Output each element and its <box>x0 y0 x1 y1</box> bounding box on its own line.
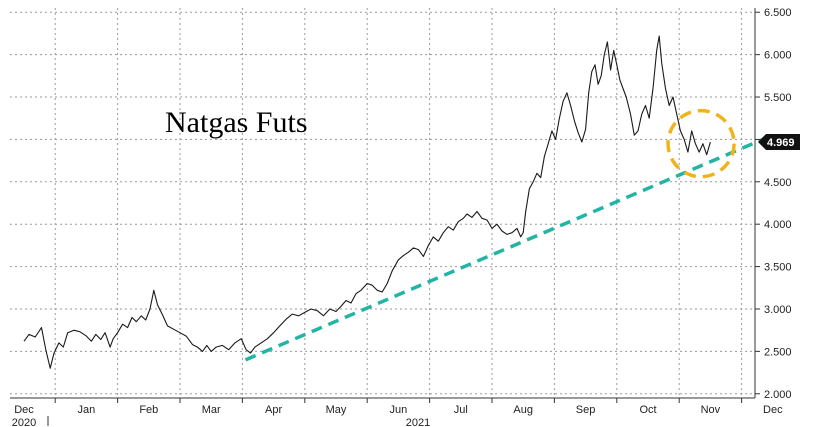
last-value-badge: 4.969 <box>758 134 800 151</box>
x-axis: Dec Jan Feb Mar Apr May Jun Jul Aug Sep Oct Nov Dec2… <box>10 397 783 427</box>
x-tick-label: Jul <box>454 404 468 416</box>
y-tick-label: 3.000 <box>764 304 792 316</box>
x-tick-label: Nov <box>701 404 721 416</box>
x-tick-label: May <box>326 404 347 416</box>
year-label: 2020 <box>12 417 36 427</box>
gridlines <box>10 8 755 398</box>
y-axis: 6.5006.0005.5005.0004.5004.0003.5003.000… <box>754 7 792 401</box>
y-tick-label: 6.000 <box>764 50 792 62</box>
y-tick-label: 2.500 <box>764 346 792 358</box>
price-series-line <box>23 35 711 369</box>
series-layer <box>23 35 711 369</box>
highlight-circle <box>666 108 736 179</box>
support-trendline <box>244 133 774 362</box>
y-tick-label: 4.500 <box>764 177 792 189</box>
x-tick-label: Aug <box>513 404 533 416</box>
highlight-layer <box>666 108 736 179</box>
y-tick-label: 5.500 <box>764 92 792 104</box>
y-tick-label: 6.500 <box>764 7 792 19</box>
x-tick-label: Dec <box>14 404 34 416</box>
x-tick-label: Jan <box>78 404 96 416</box>
chart-title: Natgas Futs <box>165 106 308 139</box>
x-tick-label: Dec <box>763 404 783 416</box>
x-tick-label: Apr <box>265 404 282 416</box>
year-label: 2021 <box>406 417 430 427</box>
trendline-layer <box>244 133 774 362</box>
y-tick-label: 2.000 <box>764 389 792 401</box>
x-tick-label: Sep <box>576 404 596 416</box>
y-tick-label: 3.500 <box>764 262 792 274</box>
x-tick-label: Oct <box>639 404 656 416</box>
x-tick-label: Mar <box>202 404 221 416</box>
x-tick-label: Jun <box>390 404 408 416</box>
y-tick-label: 4.000 <box>764 219 792 231</box>
x-tick-label: Feb <box>139 404 158 416</box>
last-value-label: 4.969 <box>767 137 795 149</box>
